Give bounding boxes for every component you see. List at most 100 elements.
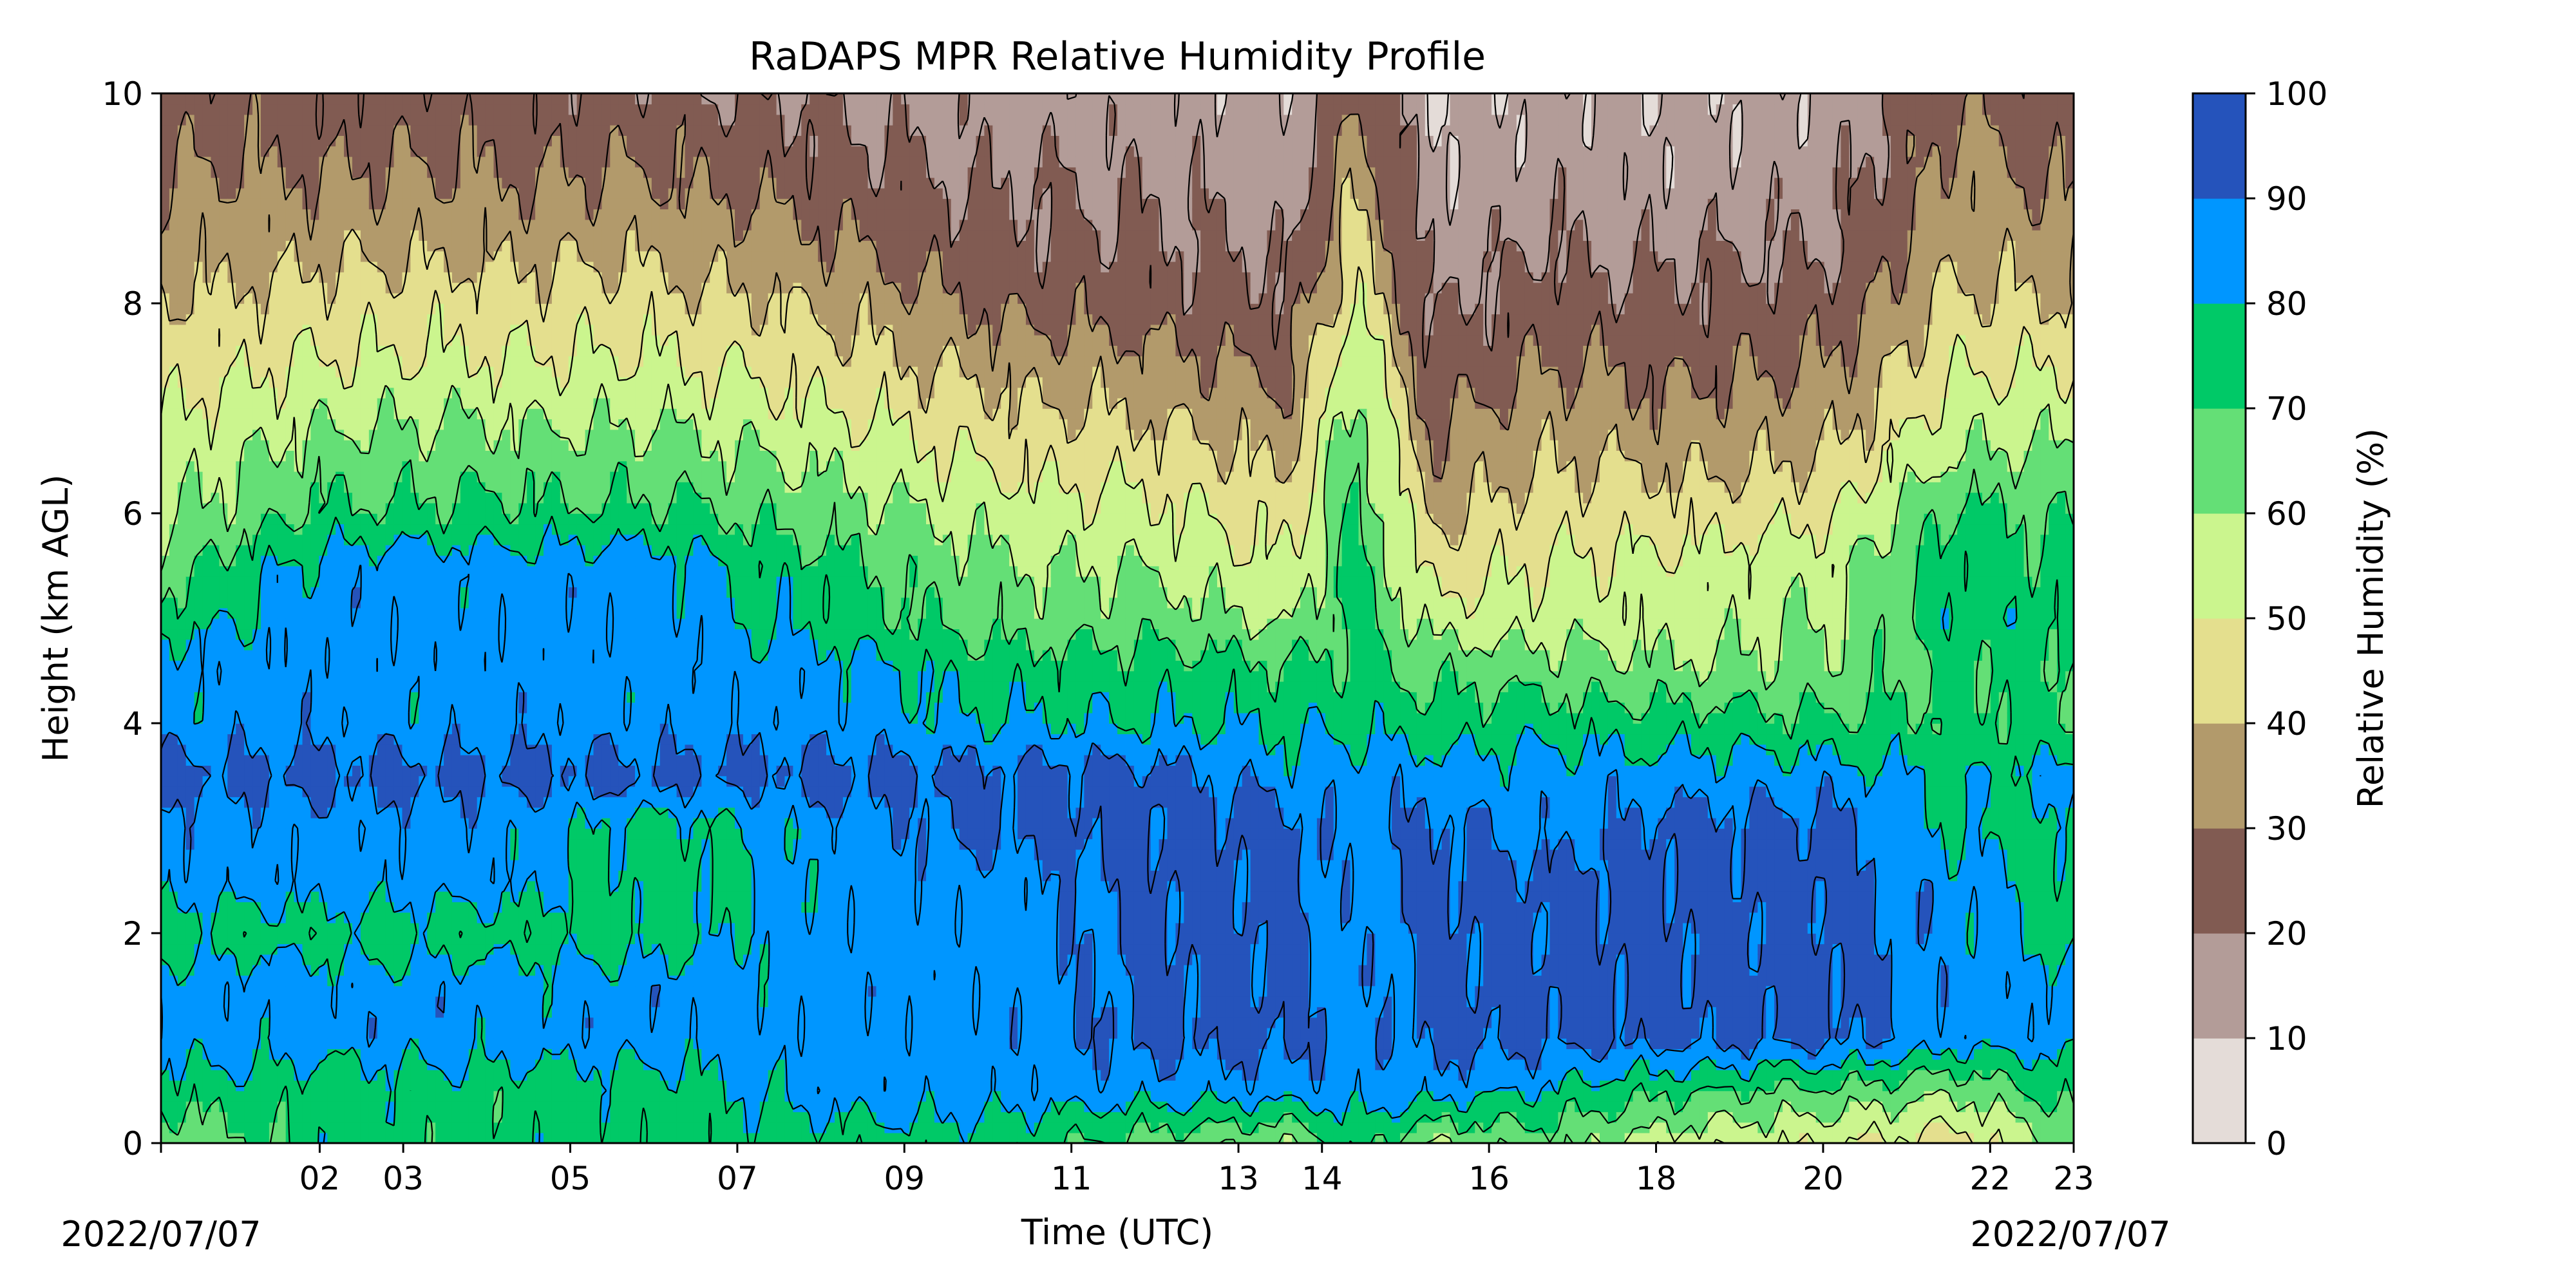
rh-cell bbox=[452, 272, 461, 283]
rh-cell bbox=[319, 325, 328, 336]
rh-cell bbox=[278, 104, 287, 115]
rh-cell bbox=[169, 440, 178, 451]
rh-cell bbox=[518, 597, 527, 608]
rh-cell bbox=[294, 387, 303, 398]
rh-cell bbox=[477, 692, 486, 703]
rh-cell bbox=[510, 167, 519, 178]
rh-cell bbox=[377, 723, 386, 734]
rh-cell bbox=[327, 240, 336, 251]
rh-cell bbox=[336, 681, 345, 692]
rh-cell bbox=[377, 430, 386, 440]
rh-cell bbox=[486, 177, 495, 188]
rh-cell bbox=[544, 639, 553, 650]
rh-cell bbox=[444, 535, 453, 545]
rh-cell bbox=[261, 860, 270, 871]
rh-cell bbox=[278, 293, 287, 304]
rh-cell bbox=[486, 671, 495, 682]
rh-cell bbox=[361, 430, 370, 440]
rh-cell bbox=[527, 828, 536, 839]
rh-cell bbox=[552, 146, 561, 157]
rh-cell bbox=[319, 923, 328, 934]
rh-cell bbox=[477, 597, 486, 608]
rh-cell bbox=[527, 555, 536, 566]
rh-cell bbox=[227, 629, 236, 639]
rh-cell bbox=[469, 765, 478, 776]
rh-cell bbox=[269, 838, 278, 849]
rh-cell bbox=[444, 597, 453, 608]
rh-cell bbox=[427, 723, 436, 734]
rh-cell bbox=[227, 240, 236, 251]
rh-cell bbox=[252, 450, 261, 461]
rh-cell bbox=[435, 828, 444, 839]
rh-cell bbox=[410, 681, 419, 692]
rh-cell bbox=[494, 419, 503, 430]
rh-cell bbox=[444, 618, 453, 629]
rh-cell bbox=[327, 545, 336, 556]
rh-cell bbox=[394, 965, 403, 976]
rh-cell bbox=[310, 482, 319, 493]
rh-cell bbox=[469, 629, 478, 639]
rh-cell bbox=[518, 1017, 527, 1028]
rh-cell bbox=[377, 115, 386, 126]
rh-cell bbox=[303, 566, 312, 577]
rh-cell bbox=[502, 251, 511, 262]
rh-cell bbox=[361, 723, 370, 734]
rh-cell bbox=[494, 608, 503, 619]
rh-cell bbox=[244, 251, 253, 262]
rh-cell bbox=[344, 240, 353, 251]
rh-cell bbox=[460, 1017, 469, 1028]
rh-cell bbox=[286, 471, 295, 482]
rh-cell bbox=[535, 135, 544, 146]
rh-cell bbox=[419, 807, 428, 818]
rh-cell bbox=[410, 1122, 419, 1133]
rh-cell bbox=[203, 597, 212, 608]
rh-cell bbox=[319, 125, 328, 136]
rh-cell bbox=[469, 576, 478, 587]
rh-cell bbox=[286, 671, 295, 682]
rh-cell bbox=[227, 440, 236, 451]
rh-cell bbox=[344, 198, 353, 209]
rh-cell bbox=[327, 251, 336, 262]
rh-cell bbox=[402, 440, 411, 451]
rh-cell bbox=[518, 1091, 527, 1102]
rh-cell bbox=[552, 838, 561, 849]
rh-cell bbox=[394, 325, 403, 336]
rh-cell bbox=[402, 639, 411, 650]
rh-cell bbox=[286, 513, 295, 524]
rh-cell bbox=[361, 220, 370, 231]
rh-cell bbox=[477, 923, 486, 934]
rh-cell bbox=[544, 535, 553, 545]
rh-cell bbox=[494, 513, 503, 524]
rh-cell bbox=[410, 104, 419, 115]
rh-cell bbox=[527, 303, 536, 314]
rh-cell bbox=[494, 293, 503, 304]
rh-cell bbox=[178, 681, 187, 692]
rh-cell bbox=[310, 860, 319, 871]
rh-cell bbox=[510, 303, 519, 314]
rh-cell bbox=[444, 639, 453, 650]
rh-cell bbox=[319, 765, 328, 776]
rh-cell bbox=[361, 440, 370, 451]
rh-cell bbox=[560, 1122, 569, 1133]
rh-cell bbox=[344, 356, 353, 367]
rh-cell bbox=[336, 891, 345, 902]
rh-cell bbox=[227, 860, 236, 871]
rh-cell bbox=[219, 419, 228, 430]
rh-cell bbox=[344, 282, 353, 293]
rh-cell bbox=[361, 450, 370, 461]
rh-cell bbox=[419, 545, 428, 556]
rh-cell bbox=[377, 650, 386, 661]
rh-cell bbox=[486, 996, 495, 1007]
rh-cell bbox=[227, 671, 236, 682]
rh-cell bbox=[203, 1091, 212, 1102]
rh-cell bbox=[236, 1091, 245, 1102]
rh-cell bbox=[269, 923, 278, 934]
rh-cell bbox=[552, 167, 561, 178]
rh-cell bbox=[410, 849, 419, 860]
rh-cell bbox=[194, 975, 204, 986]
rh-cell bbox=[435, 167, 444, 178]
rh-cell bbox=[336, 555, 345, 566]
rh-cell bbox=[560, 954, 569, 965]
rh-cell bbox=[211, 1122, 220, 1133]
rh-cell bbox=[219, 608, 228, 619]
